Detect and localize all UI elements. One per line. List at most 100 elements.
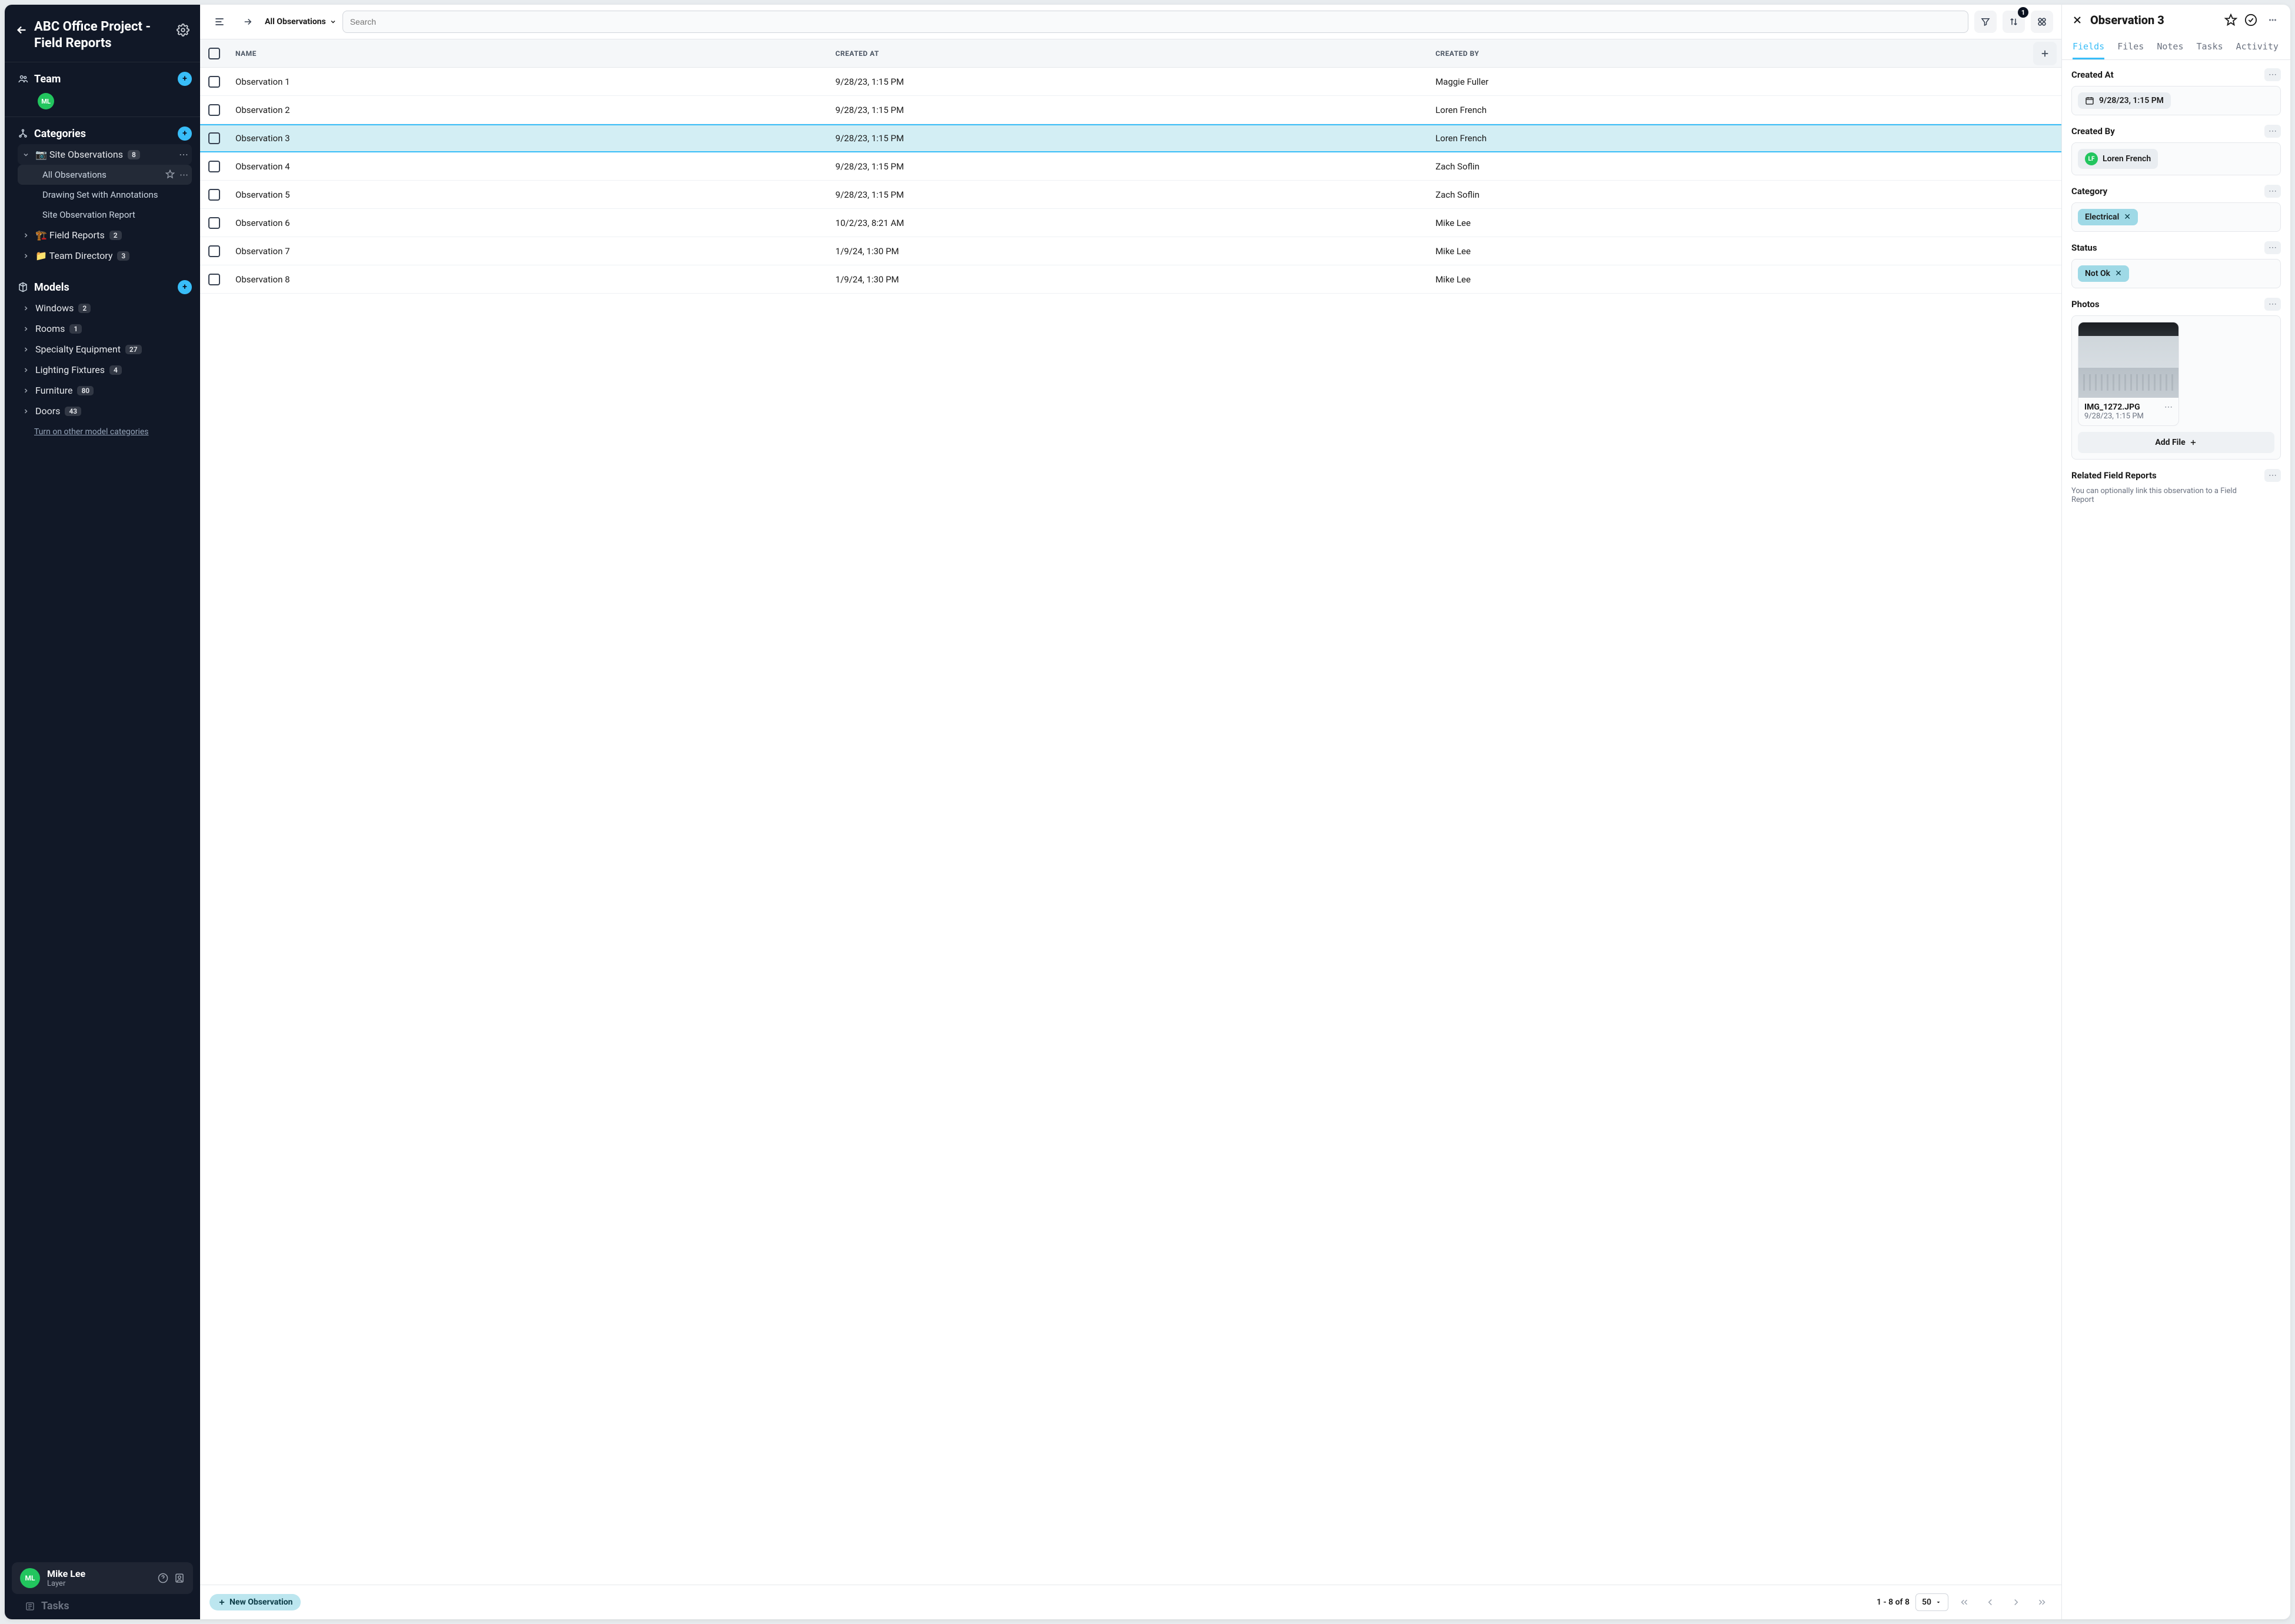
cell-name: Observation 5: [228, 189, 829, 200]
select-all-checkbox[interactable]: [208, 48, 220, 59]
cell-name: Observation 7: [228, 246, 829, 257]
field-menu-icon[interactable]: ⋯: [2264, 185, 2281, 198]
search-input[interactable]: [342, 11, 1968, 33]
tab-tasks[interactable]: Tasks: [2197, 35, 2223, 59]
add-category-button[interactable]: +: [178, 127, 192, 141]
field-created-by: Created By ⋯ LF Loren French: [2071, 125, 2281, 175]
cell-name: Observation 2: [228, 105, 829, 115]
model-rooms[interactable]: Rooms1: [18, 318, 192, 339]
photo-filename: IMG_1272.JPG: [2084, 402, 2161, 412]
more-models-link[interactable]: Turn on other model categories: [18, 421, 192, 442]
category-site-obs[interactable]: 📷 Site Observations 8 ⋯: [18, 144, 192, 165]
add-column-button[interactable]: [2033, 42, 2057, 65]
detail-more-icon[interactable]: [2264, 14, 2281, 26]
toolbar: All Observations 1: [200, 5, 2061, 39]
model-windows[interactable]: Windows2: [18, 298, 192, 318]
categories-section: Categories + 📷 Site Observations 8 ⋯All …: [5, 117, 200, 271]
user-avatar[interactable]: ML: [20, 1568, 40, 1588]
field-menu-icon[interactable]: ⋯: [2264, 241, 2281, 254]
add-team-button[interactable]: +: [178, 72, 192, 86]
table-row[interactable]: Observation 8 1/9/24, 1:30 PM Mike Lee: [200, 265, 2061, 294]
table-row[interactable]: Observation 1 9/28/23, 1:15 PM Maggie Fu…: [200, 68, 2061, 96]
cell-created-at: 9/28/23, 1:15 PM: [829, 161, 1429, 172]
row-checkbox[interactable]: [208, 161, 220, 172]
next-page-button[interactable]: [2006, 1592, 2026, 1612]
table-row[interactable]: Observation 4 9/28/23, 1:15 PM Zach Sofl…: [200, 152, 2061, 181]
row-checkbox[interactable]: [208, 274, 220, 285]
row-checkbox[interactable]: [208, 217, 220, 229]
profile-icon[interactable]: [174, 1573, 185, 1583]
breadcrumb[interactable]: All Observations: [265, 17, 337, 26]
row-checkbox[interactable]: [208, 132, 220, 144]
column-created-at[interactable]: CREATED AT: [829, 49, 1429, 58]
cell-name: Observation 6: [228, 218, 829, 228]
table-body: Observation 1 9/28/23, 1:15 PM Maggie Fu…: [200, 68, 2061, 1585]
prev-page-button[interactable]: [1980, 1592, 2000, 1612]
field-related-reports: Related Field Reports ⋯ You can optional…: [2071, 469, 2281, 504]
last-page-button[interactable]: [2032, 1592, 2052, 1612]
remove-chip-icon[interactable]: ✕: [2124, 212, 2131, 222]
column-created-by[interactable]: CREATED BY: [1428, 49, 2028, 58]
menu-icon[interactable]: [208, 11, 231, 33]
tab-fields[interactable]: Fields: [2073, 35, 2104, 59]
created-at-chip[interactable]: 9/28/23, 1:15 PM: [2078, 92, 2171, 109]
table-row[interactable]: Observation 6 10/2/23, 8:21 AM Mike Lee: [200, 209, 2061, 237]
field-menu-icon[interactable]: ⋯: [2264, 125, 2281, 138]
cell-name: Observation 4: [228, 161, 829, 172]
field-category: Category ⋯ Electrical ✕: [2071, 185, 2281, 232]
model-doors[interactable]: Doors43: [18, 401, 192, 421]
field-menu-icon[interactable]: ⋯: [2264, 298, 2281, 311]
check-icon[interactable]: [2244, 14, 2257, 26]
model-specialty[interactable]: Specialty Equipment27: [18, 339, 192, 360]
table-row[interactable]: Observation 2 9/28/23, 1:15 PM Loren Fre…: [200, 96, 2061, 124]
team-member-avatar[interactable]: ML: [38, 93, 54, 109]
row-checkbox[interactable]: [208, 104, 220, 116]
detail-panel: Observation 3 FieldsFilesNotesTasksActiv…: [2062, 5, 2290, 1619]
help-icon[interactable]: [158, 1573, 168, 1583]
model-lighting[interactable]: Lighting Fixtures4: [18, 360, 192, 380]
table-row[interactable]: Observation 7 1/9/24, 1:30 PM Mike Lee: [200, 237, 2061, 265]
sort-icon[interactable]: 1: [2003, 11, 2025, 33]
back-button[interactable]: [15, 24, 28, 36]
table-row[interactable]: Observation 5 9/28/23, 1:15 PM Zach Sofl…: [200, 181, 2061, 209]
tasks-section[interactable]: Tasks: [12, 1594, 193, 1612]
new-observation-button[interactable]: New Observation: [209, 1594, 301, 1610]
cell-name: Observation 8: [228, 274, 829, 285]
photo-more-icon[interactable]: ⋯: [2164, 402, 2173, 412]
category-child-site-obs-report[interactable]: Site Observation Report: [18, 205, 192, 225]
tab-files[interactable]: Files: [2117, 35, 2144, 59]
add-model-button[interactable]: +: [178, 280, 192, 294]
user-org: Layer: [47, 1579, 85, 1588]
remove-chip-icon[interactable]: ✕: [2115, 269, 2122, 278]
filter-icon[interactable]: [1974, 11, 1997, 33]
row-checkbox[interactable]: [208, 189, 220, 201]
photo-card[interactable]: IMG_1272.JPG 9/28/23, 1:15 PM ⋯: [2078, 322, 2179, 426]
status-chip[interactable]: Not Ok ✕: [2078, 265, 2129, 282]
cell-name: Observation 1: [228, 76, 829, 87]
field-status: Status ⋯ Not Ok ✕: [2071, 241, 2281, 288]
category-chip[interactable]: Electrical ✕: [2078, 209, 2138, 225]
forward-icon[interactable]: [237, 11, 259, 33]
first-page-button[interactable]: [1954, 1592, 1974, 1612]
category-field-reports[interactable]: 🏗️ Field Reports 2: [18, 225, 192, 245]
tab-notes[interactable]: Notes: [2157, 35, 2183, 59]
created-by-chip[interactable]: LF Loren French: [2078, 149, 2158, 169]
model-furniture[interactable]: Furniture80: [18, 380, 192, 401]
table-row[interactable]: Observation 3 9/28/23, 1:15 PM Loren Fre…: [200, 124, 2061, 152]
page-size-select[interactable]: 50: [1915, 1593, 1948, 1611]
field-menu-icon[interactable]: ⋯: [2264, 469, 2281, 482]
user-card: ML Mike Lee Layer: [12, 1562, 193, 1594]
settings-icon[interactable]: [177, 24, 189, 36]
view-toggle-icon[interactable]: [2031, 11, 2053, 33]
star-icon[interactable]: [2224, 14, 2237, 26]
category-child-all-obs[interactable]: All Observations⋯: [18, 165, 192, 185]
column-name[interactable]: NAME: [228, 49, 829, 58]
close-detail-icon[interactable]: [2071, 14, 2083, 26]
row-checkbox[interactable]: [208, 245, 220, 257]
row-checkbox[interactable]: [208, 76, 220, 88]
field-menu-icon[interactable]: ⋯: [2264, 68, 2281, 81]
category-team-dir[interactable]: 📁 Team Directory 3: [18, 245, 192, 266]
category-child-drawing-set[interactable]: Drawing Set with Annotations: [18, 185, 192, 205]
tab-activity[interactable]: Activity: [2236, 35, 2279, 59]
add-file-button[interactable]: Add File: [2078, 432, 2274, 453]
